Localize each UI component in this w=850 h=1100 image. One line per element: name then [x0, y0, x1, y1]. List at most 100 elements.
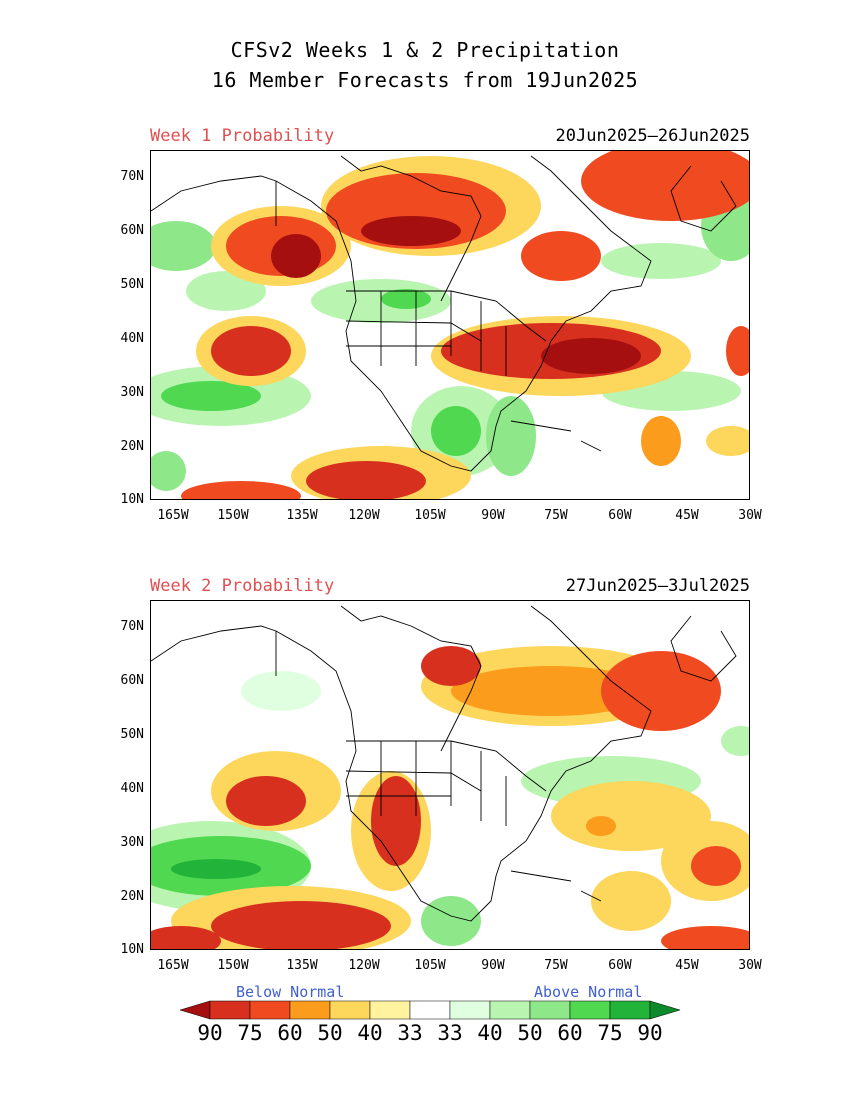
week1-date-range: 20Jun2025—26Jun2025 — [555, 126, 750, 146]
chart-title: CFSv2 Weeks 1 & 2 Precipitation — [230, 38, 620, 62]
lon-tick-label: 45W — [675, 508, 699, 523]
colorbar-tick-label: 50 — [517, 1021, 543, 1045]
green-blob — [486, 396, 536, 476]
week2-date-range: 27Jun2025—3Jul2025 — [565, 576, 750, 596]
lat-tick-label: 20N — [120, 439, 144, 454]
lon-tick-label: 75W — [544, 508, 568, 523]
red-blob — [211, 326, 291, 376]
lat-tick-label: 20N — [120, 889, 144, 904]
colorbar-tick-label: 40 — [357, 1021, 383, 1045]
lat-tick-label: 50N — [120, 277, 144, 292]
lon-tick-label: 75W — [544, 958, 568, 973]
lon-tick-label: 150W — [217, 508, 249, 523]
green-blob — [151, 451, 186, 491]
lon-tick-label: 120W — [348, 508, 380, 523]
colorbar-swatch — [249, 1000, 291, 1020]
colorbar-swatch — [369, 1000, 411, 1020]
colorbar-swatch — [489, 1000, 531, 1020]
green-blob — [161, 381, 261, 411]
coastline-outline — [151, 155, 737, 472]
colorbar-swatch — [289, 1000, 331, 1020]
lon-tick-label: 30W — [738, 508, 762, 523]
colorbar-swatch — [529, 1000, 571, 1020]
green-blob — [171, 859, 261, 879]
red-blob — [521, 231, 601, 281]
red-blob — [306, 461, 426, 499]
lon-tick-label: 105W — [414, 958, 446, 973]
green-blob — [151, 221, 216, 271]
colorbar-swatch — [449, 1000, 491, 1020]
colorbar-tick-label: 90 — [197, 1021, 223, 1045]
lon-tick-label: 150W — [217, 958, 249, 973]
red-blob — [706, 426, 749, 456]
lat-tick-label: 10N — [120, 492, 144, 507]
lat-tick-label: 40N — [120, 781, 144, 796]
above-normal-label: Above Normal — [534, 983, 643, 1001]
lon-tick-label: 45W — [675, 958, 699, 973]
lat-tick-label: 50N — [120, 727, 144, 742]
week1-label: Week 1 Probability — [150, 126, 335, 146]
red-blob — [551, 781, 711, 851]
lat-tick-label: 70N — [120, 169, 144, 184]
week2-precip-field — [151, 605, 749, 949]
colorbar-swatch — [409, 1000, 451, 1020]
colorbar-swatch — [569, 1000, 611, 1020]
week2-label: Week 2 Probability — [150, 576, 335, 596]
lon-tick-label: 135W — [286, 508, 318, 523]
colorbar-tick-label: 75 — [597, 1021, 623, 1045]
lon-tick-label: 105W — [414, 508, 446, 523]
colorbar-arrow-left — [179, 1000, 211, 1020]
colorbar-tick-label: 60 — [557, 1021, 583, 1045]
green-blob — [601, 243, 721, 279]
red-blob — [181, 481, 301, 499]
red-blob — [586, 816, 616, 836]
lat-tick-label: 60N — [120, 673, 144, 688]
week1-map — [150, 150, 750, 500]
colorbar — [179, 1000, 681, 1020]
lon-tick-label: 120W — [348, 958, 380, 973]
lon-tick-label: 90W — [481, 958, 505, 973]
red-blob — [726, 326, 749, 376]
red-blob — [451, 666, 651, 716]
colorbar-arrow-right — [649, 1000, 681, 1020]
green-blob — [186, 271, 266, 311]
red-blob — [541, 338, 641, 374]
red-blob — [151, 926, 221, 949]
colorbar-tick-label: 40 — [477, 1021, 503, 1045]
green-blob — [381, 289, 431, 309]
lat-tick-label: 60N — [120, 223, 144, 238]
red-blob — [226, 776, 306, 826]
red-blob — [371, 776, 421, 866]
red-blob — [271, 234, 321, 278]
lon-tick-label: 165W — [157, 958, 189, 973]
red-blob — [591, 871, 671, 931]
lon-tick-label: 165W — [157, 508, 189, 523]
lon-tick-label: 60W — [608, 958, 632, 973]
green-blob — [421, 896, 481, 946]
red-blob — [661, 926, 749, 949]
lat-tick-label: 10N — [120, 942, 144, 957]
lon-tick-label: 60W — [608, 508, 632, 523]
green-blob — [431, 406, 481, 456]
green-blob — [241, 671, 321, 711]
red-blob — [421, 646, 481, 686]
below-normal-label: Below Normal — [236, 983, 345, 1001]
colorbar-tick-label: 33 — [437, 1021, 463, 1045]
colorbar-tick-label: 50 — [317, 1021, 343, 1045]
colorbar-tick-label: 33 — [397, 1021, 423, 1045]
week1-precip-field — [151, 151, 749, 499]
chart-subtitle: 16 Member Forecasts from 19Jun2025 — [211, 68, 639, 92]
colorbar-swatch — [609, 1000, 651, 1020]
lat-tick-label: 30N — [120, 385, 144, 400]
lon-tick-label: 135W — [286, 958, 318, 973]
colorbar-tick-label: 75 — [237, 1021, 263, 1045]
red-blob — [641, 416, 681, 466]
coastline-outline — [151, 605, 737, 922]
lon-tick-label: 90W — [481, 508, 505, 523]
colorbar-swatch — [209, 1000, 251, 1020]
week2-map — [150, 600, 750, 950]
red-blob — [361, 216, 461, 246]
lon-tick-label: 30W — [738, 958, 762, 973]
colorbar-tick-label: 60 — [277, 1021, 303, 1045]
lat-tick-label: 30N — [120, 835, 144, 850]
